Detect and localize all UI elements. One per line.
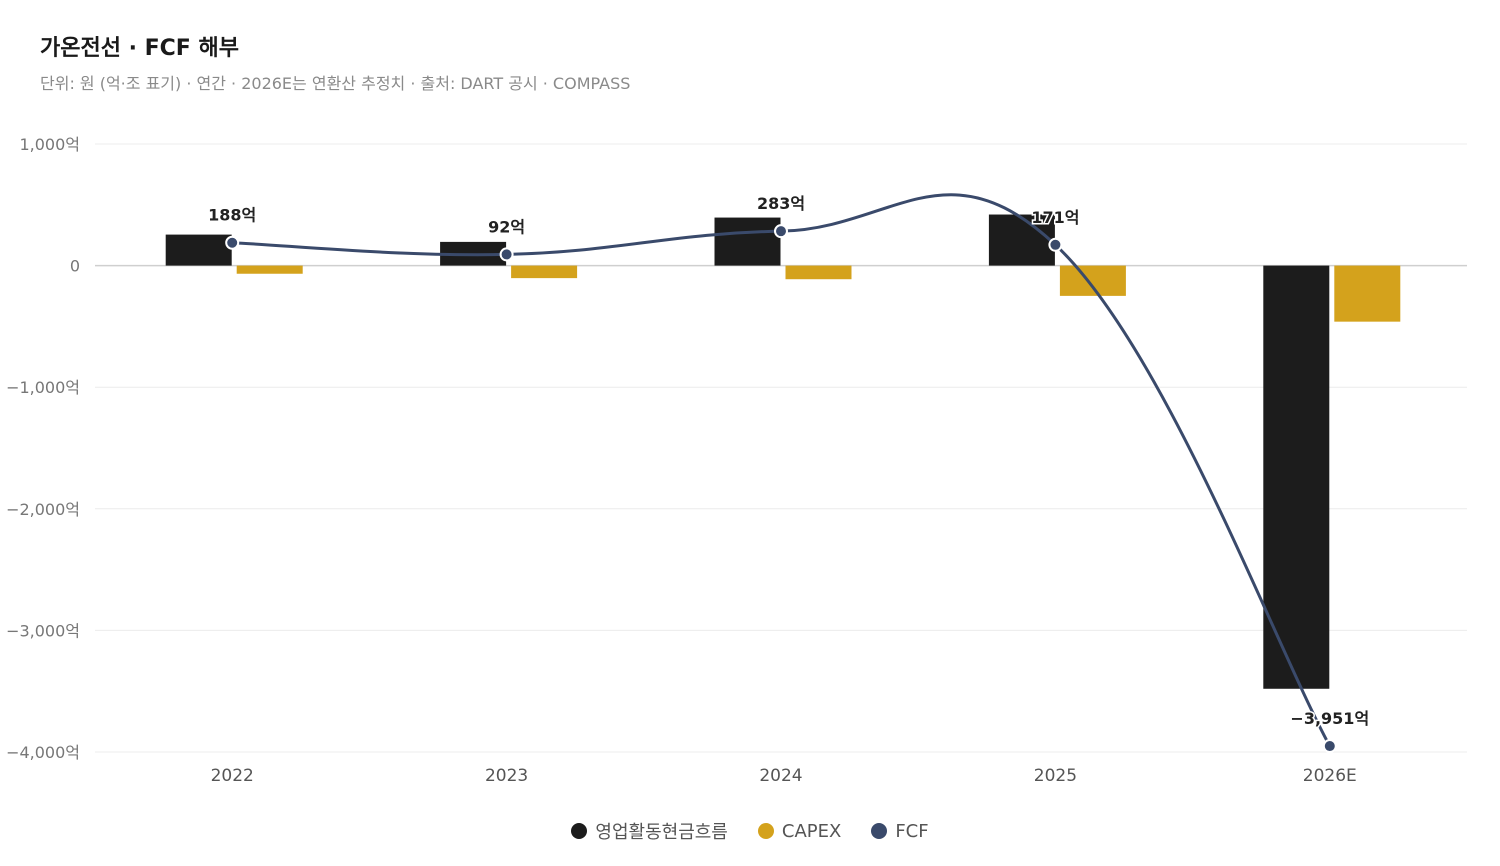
bar-capex [236, 265, 303, 274]
bar-operating-cashflow [165, 234, 232, 266]
fcf-point [225, 235, 240, 250]
fcf-data-label: −3,951억 [1290, 709, 1369, 728]
legend-swatch-operating-cashflow [571, 823, 588, 839]
x-tick-label: 2025 [1034, 766, 1077, 786]
fcf-data-label: 188억 [208, 206, 256, 225]
x-tick-label: 2024 [759, 766, 802, 786]
legend-item-fcf[interactable]: FCF [871, 818, 929, 844]
fcf-point [499, 247, 514, 262]
fcf-data-label: 283억 [757, 194, 805, 213]
y-tick-label: −3,000억 [6, 621, 80, 640]
x-tick-label: 2026E [1303, 766, 1357, 786]
fcf-line [232, 193, 1332, 747]
x-tick-label: 2023 [485, 766, 528, 786]
legend-label-operating-cashflow: 영업활동현금흐름 [595, 822, 728, 843]
x-tick-label: 2022 [211, 766, 254, 786]
fcf-point [1322, 739, 1337, 754]
bar-operating-cashflow [714, 217, 781, 266]
bar-operating-cashflow [1263, 265, 1330, 689]
y-tick-label: −4,000억 [6, 743, 80, 762]
legend-item-capex[interactable]: CAPEX [757, 818, 842, 844]
legend-swatch-fcf [871, 823, 888, 839]
legend: 영업활동현금흐름 CAPEX FCF [0, 818, 1500, 844]
chart-subtitle: 단위: 원 (억·조 표기) · 연간 · 2026E는 연환산 추정치 · 출… [40, 74, 631, 93]
fcf-point [1048, 237, 1063, 252]
bar-capex [1059, 265, 1126, 296]
legend-item-operating-cashflow[interactable]: 영업활동현금흐름 [571, 818, 728, 844]
legend-label-fcf: FCF [895, 820, 929, 842]
bar-capex [511, 265, 578, 279]
y-tick-label: 1,000억 [19, 135, 80, 154]
legend-swatch-capex [757, 823, 774, 839]
chart-title: 가온전선 · FCF 해부 [40, 36, 239, 61]
y-tick-label: 0 [70, 257, 80, 276]
fcf-data-label: 171억 [1031, 208, 1079, 227]
legend-label-capex: CAPEX [781, 820, 842, 842]
bar-capex [1334, 265, 1401, 322]
fcf-data-label: 92억 [488, 217, 525, 236]
y-tick-label: −2,000억 [6, 500, 80, 519]
y-tick-label: −1,000억 [6, 378, 80, 397]
fcf-point [774, 224, 788, 239]
bar-capex [785, 265, 852, 280]
bar-operating-cashflow [988, 214, 1055, 266]
